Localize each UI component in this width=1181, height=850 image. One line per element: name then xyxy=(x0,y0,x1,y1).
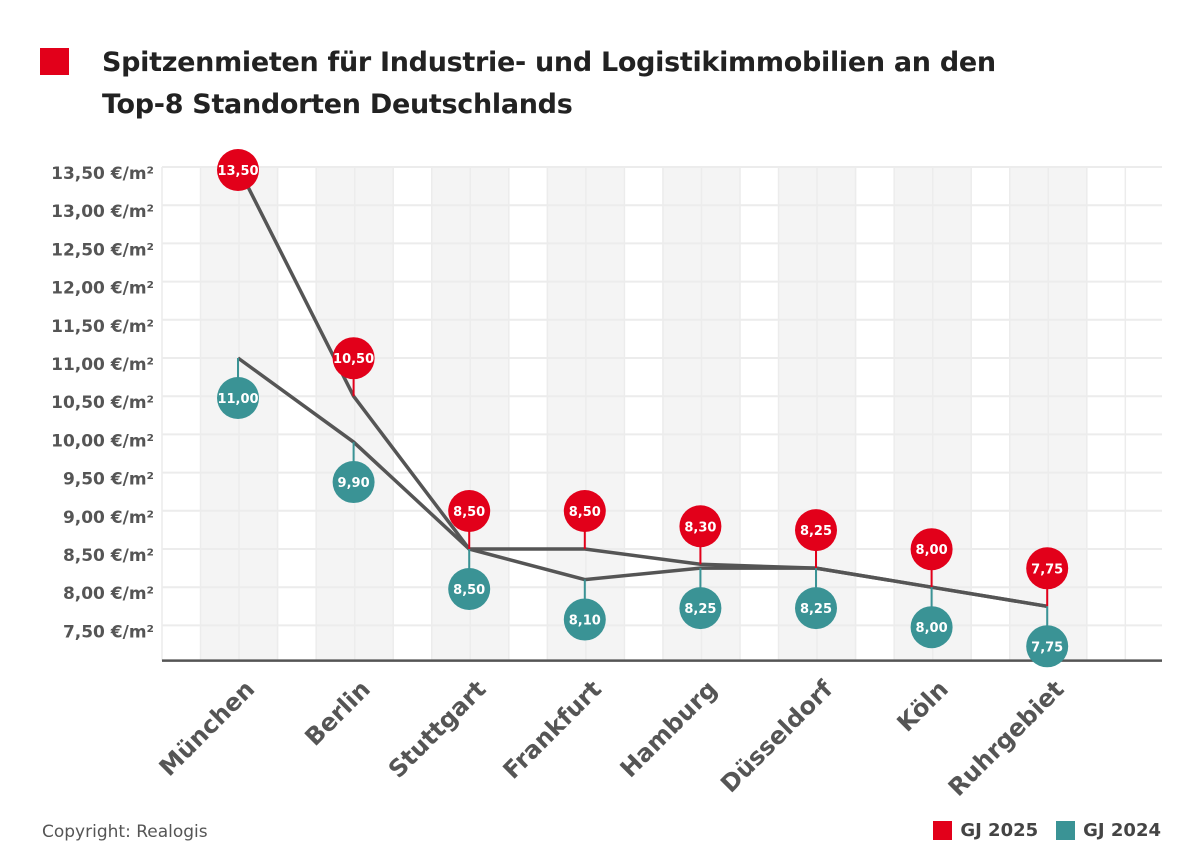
data-label-gj2025: 10,50 xyxy=(333,352,374,367)
x-tick-label: Stuttgart xyxy=(383,675,492,784)
legend: GJ 2025 GJ 2024 xyxy=(933,820,1161,841)
x-tick-label: Köln xyxy=(892,675,954,737)
data-point-gj2025 xyxy=(448,490,491,532)
y-tick-label: 11,50 €/m² xyxy=(51,317,154,337)
data-label-gj2025: 8,30 xyxy=(684,520,716,535)
y-tick-label: 13,00 €/m² xyxy=(51,202,154,222)
data-label-gj2024: 8,10 xyxy=(569,614,601,629)
data-point-gj2025 xyxy=(217,149,259,191)
data-label-gj2025: 13,50 xyxy=(217,164,258,179)
data-point-gj2024 xyxy=(795,587,837,630)
y-tick-label: 10,00 €/m² xyxy=(51,431,154,451)
copyright: Copyright: Realogis xyxy=(42,822,208,842)
data-label-gj2024: 9,90 xyxy=(338,476,370,491)
data-label-gj2025: 8,25 xyxy=(800,524,832,539)
data-label-gj2024: 8,25 xyxy=(800,602,832,617)
data-label-gj2025: 8,00 xyxy=(916,543,948,558)
data-point-gj2025 xyxy=(332,337,375,380)
data-label-gj2025: 8,50 xyxy=(569,505,601,520)
data-label-gj2024: 8,25 xyxy=(684,602,716,617)
x-tick-label: München xyxy=(154,675,261,782)
data-point-gj2024 xyxy=(1026,625,1069,668)
legend-label-gj2025: GJ 2025 xyxy=(960,820,1039,841)
legend-swatch-gj2024 xyxy=(1056,821,1076,840)
y-tick-label: 13,50 €/m² xyxy=(51,164,154,184)
legend-item-gj2025: GJ 2025 xyxy=(933,820,1038,841)
y-tick-label: 7,50 €/m² xyxy=(63,622,154,642)
data-point-gj2024 xyxy=(448,568,491,610)
legend-swatch-gj2025 xyxy=(933,821,953,840)
data-label-gj2025: 7,75 xyxy=(1031,562,1063,577)
data-label-gj2025: 8,50 xyxy=(453,505,485,520)
data-point-gj2024 xyxy=(910,606,953,649)
data-label-gj2024: 7,75 xyxy=(1031,640,1063,655)
x-tick-label: Ruhrgebiet xyxy=(943,675,1070,802)
y-tick-label: 12,50 €/m² xyxy=(51,240,154,260)
y-tick-label: 8,50 €/m² xyxy=(63,546,154,566)
data-point-gj2025 xyxy=(1026,547,1069,590)
data-point-gj2025 xyxy=(679,505,722,548)
x-tick-label: Frankfurt xyxy=(498,675,607,784)
data-point-gj2024 xyxy=(679,587,722,630)
y-tick-label: 10,50 €/m² xyxy=(51,393,154,413)
y-tick-label: 9,00 €/m² xyxy=(63,508,154,528)
data-point-gj2024 xyxy=(332,461,375,504)
legend-item-gj2024: GJ 2024 xyxy=(1056,820,1161,841)
title-marker xyxy=(40,48,69,75)
data-point-gj2025 xyxy=(563,490,606,532)
series-line-gj2024 xyxy=(236,356,1048,609)
y-tick-label: 8,00 €/m² xyxy=(63,584,154,604)
data-point-gj2025 xyxy=(910,528,953,571)
data-label-gj2024: 11,00 xyxy=(217,392,258,407)
x-tick-label: Düsseldorf xyxy=(715,675,838,798)
x-tick-label: Hamburg xyxy=(615,675,723,783)
data-point-gj2025 xyxy=(795,509,837,552)
data-label-gj2024: 8,50 xyxy=(453,583,485,598)
data-label-gj2024: 8,00 xyxy=(916,621,948,636)
y-tick-label: 11,00 €/m² xyxy=(51,355,154,375)
legend-label-gj2024: GJ 2024 xyxy=(1083,820,1161,841)
x-tick-label: Berlin xyxy=(300,675,376,751)
y-tick-label: 12,00 €/m² xyxy=(51,279,154,299)
data-point-gj2024 xyxy=(217,377,259,419)
chart-title: Spitzenmieten für Industrie- und Logisti… xyxy=(102,47,996,120)
data-point-gj2024 xyxy=(563,598,606,641)
y-tick-label: 9,50 €/m² xyxy=(63,470,154,490)
